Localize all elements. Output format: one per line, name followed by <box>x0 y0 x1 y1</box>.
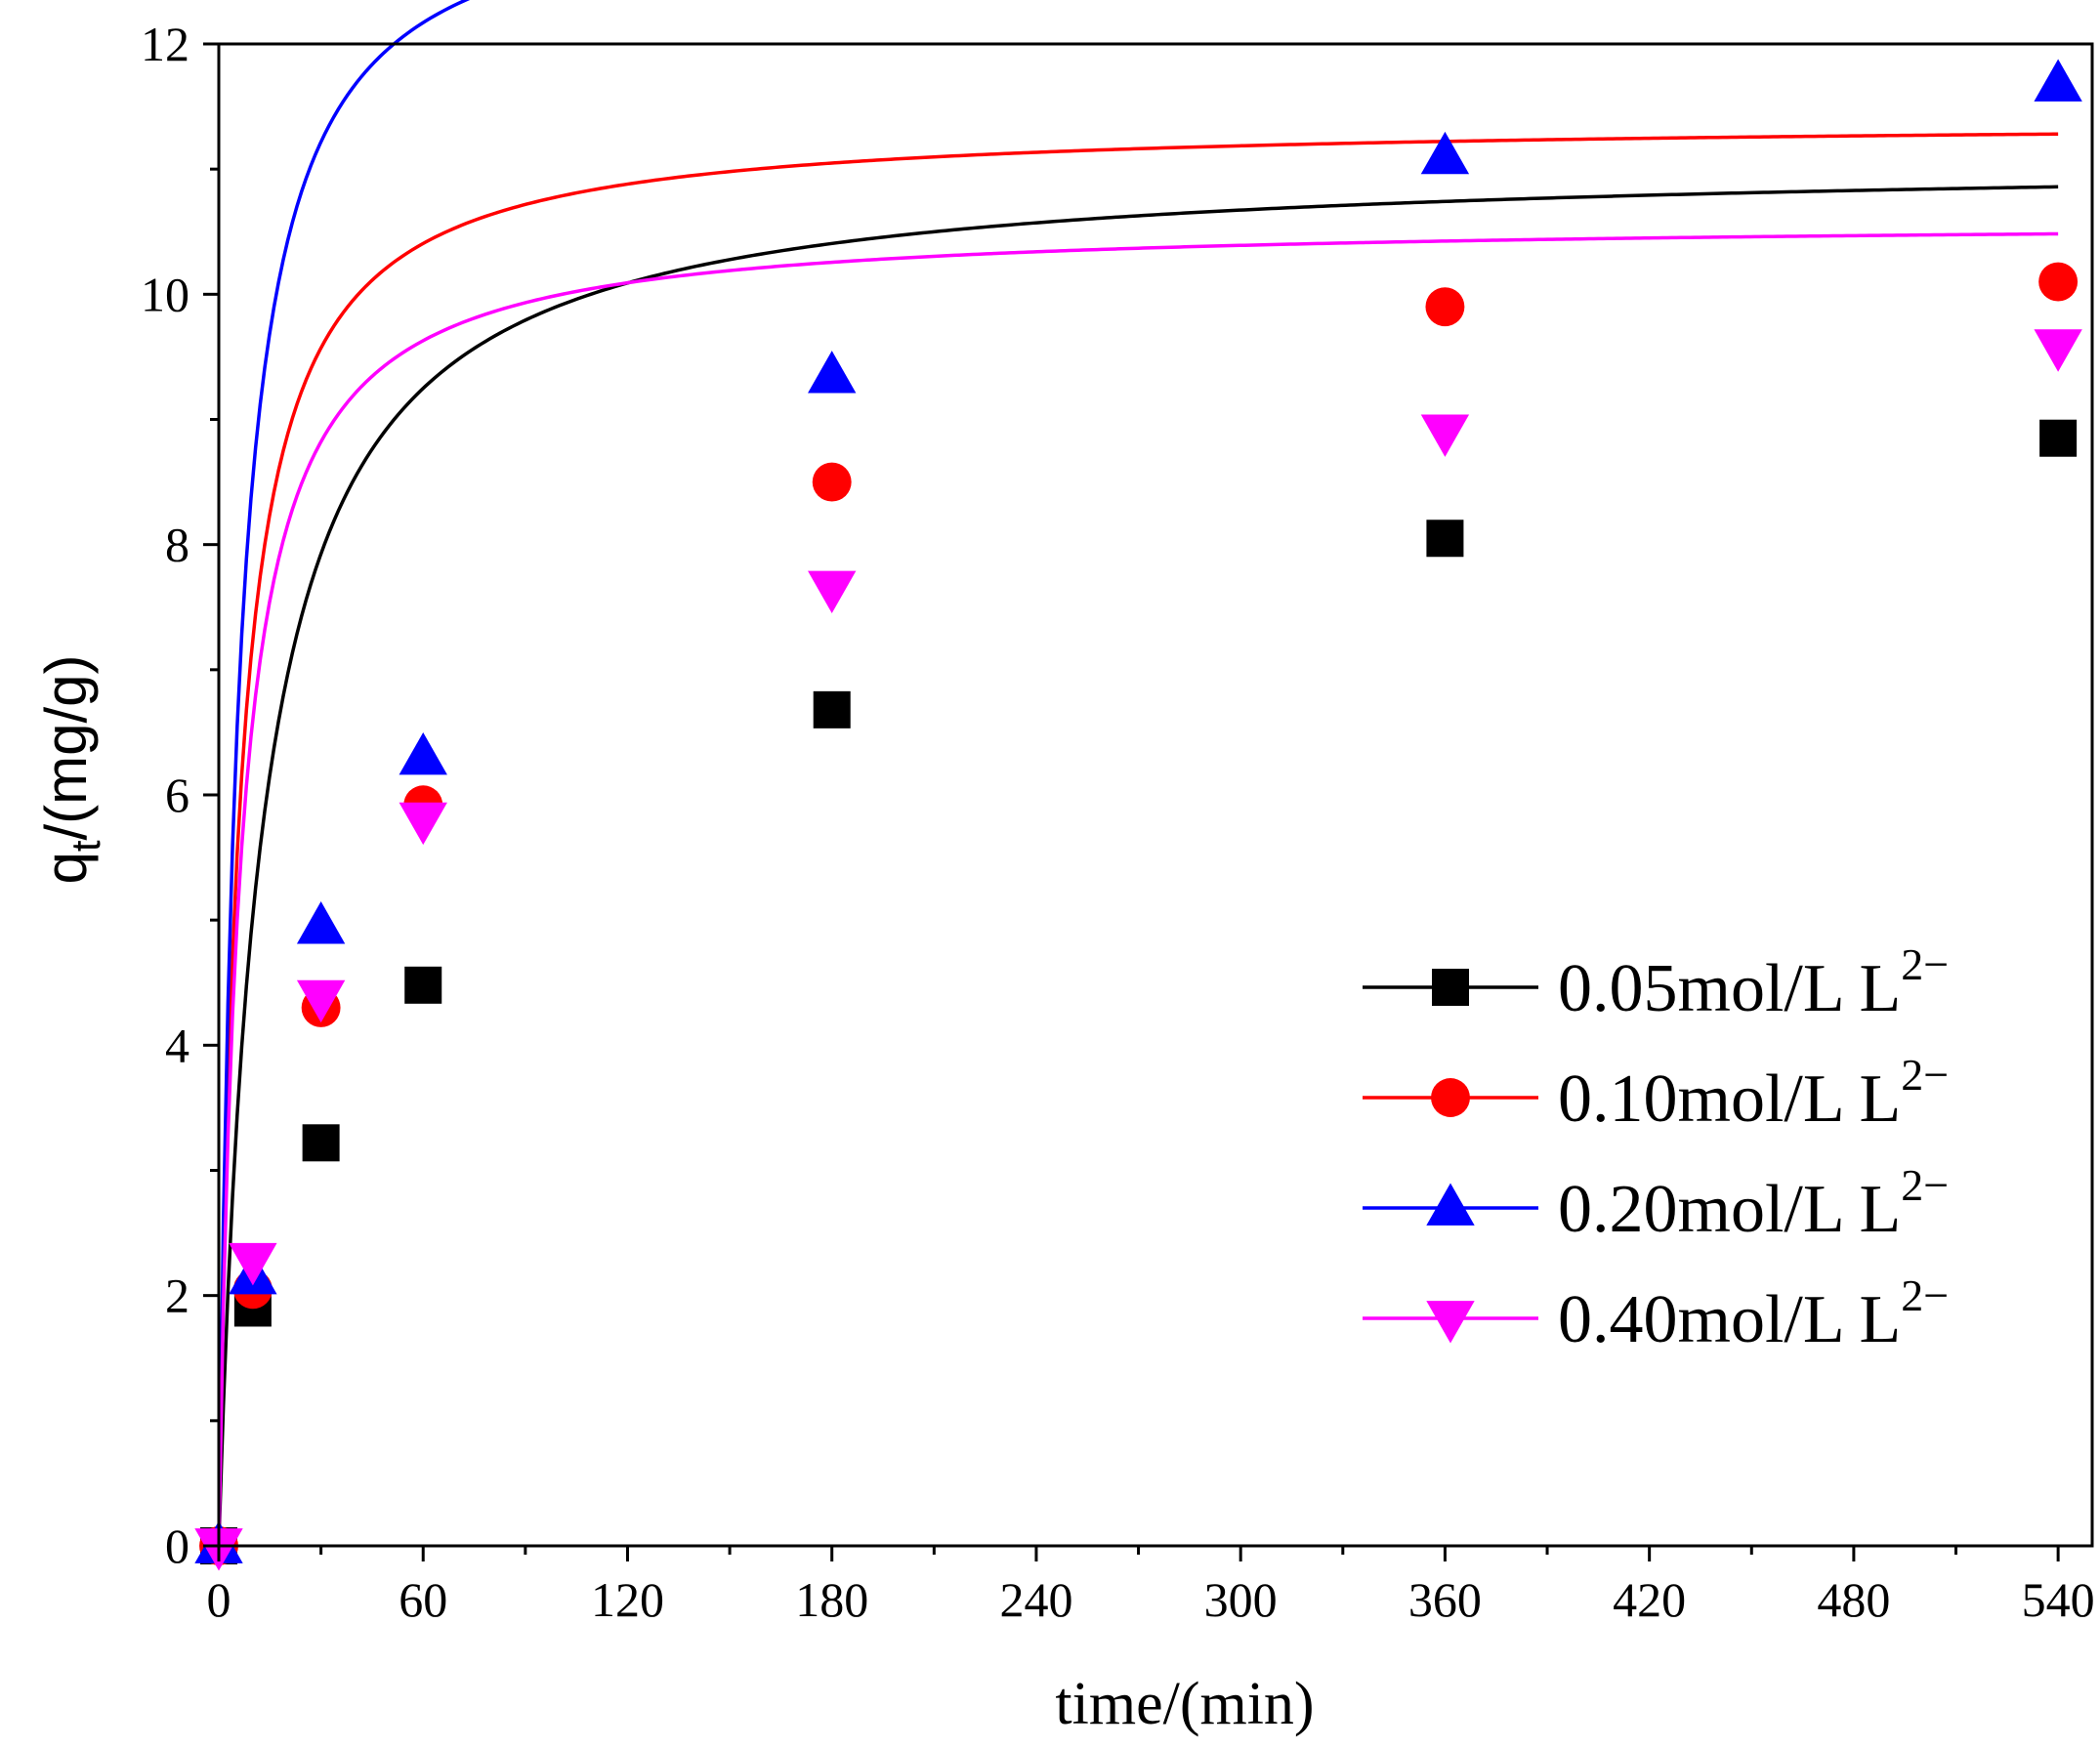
legend-label: 0.10mol/L L2− <box>1558 1050 1949 1137</box>
x-tick-label: 360 <box>1408 1572 1482 1627</box>
legend-label: 0.05mol/L L2− <box>1558 939 1949 1026</box>
legend-marker <box>1426 1301 1475 1344</box>
legend-marker <box>1431 1078 1470 1117</box>
x-tick-label: 0 <box>207 1572 231 1627</box>
y-tick-label: 0 <box>165 1519 189 1573</box>
x-tick-label: 180 <box>795 1572 868 1627</box>
data-point <box>1425 287 1465 327</box>
x-tick-label: 420 <box>1613 1572 1686 1627</box>
data-point <box>296 901 346 944</box>
legend-label-main: 0.20mol/L L <box>1558 1172 1901 1247</box>
legend-label-main: 0.40mol/L L <box>1558 1282 1901 1357</box>
legend-marker <box>1426 1183 1475 1226</box>
data-point <box>808 570 857 614</box>
data-point <box>2038 262 2079 302</box>
data-point <box>1420 131 1470 175</box>
y-axis-title-base: q <box>33 852 99 884</box>
data-point <box>296 979 346 1023</box>
legend-label: 0.20mol/L L2− <box>1558 1160 1949 1247</box>
y-tick-label: 10 <box>141 267 189 321</box>
x-axis-title: time/(min) <box>1055 1671 1314 1737</box>
data-point <box>812 462 852 502</box>
ticks: 0 60 120 180 240 300 360 420 480 540 0 2 4 6 8 10 12 <box>141 17 2095 1627</box>
data-point <box>2039 419 2078 457</box>
data-point <box>399 732 447 775</box>
fit-curve-1 <box>217 185 2059 1547</box>
legend-label-superscript: 2− <box>1901 1050 1949 1100</box>
y-tick-label: 6 <box>165 768 189 822</box>
y-tick-label: 8 <box>165 518 189 572</box>
data-point <box>2034 329 2082 372</box>
y-axis-title-subscript: t <box>63 840 108 852</box>
data-point <box>2034 59 2082 102</box>
x-tick-label: 480 <box>1817 1572 1890 1627</box>
legend-label-main: 0.05mol/L L <box>1558 951 1901 1026</box>
fit-curve-4 <box>217 231 2059 1547</box>
data-point <box>813 690 851 728</box>
data-point <box>399 802 447 846</box>
legend-marker <box>1432 969 1469 1006</box>
data-point <box>229 1242 277 1286</box>
legend-label-superscript: 2− <box>1901 1160 1949 1210</box>
y-tick-label: 2 <box>165 1269 189 1323</box>
data-point <box>302 1124 340 1162</box>
y-axis-title-rest: /(mg/g) <box>33 654 99 840</box>
x-tick-label: 300 <box>1204 1572 1278 1627</box>
legend: 0.05mol/L L2−0.10mol/L L2−0.20mol/L L2−0… <box>1363 939 1949 1357</box>
legend-label-superscript: 2− <box>1901 939 1949 989</box>
legend-label: 0.40mol/L L2− <box>1558 1270 1949 1357</box>
x-tick-label: 240 <box>999 1572 1072 1627</box>
legend-label-main: 0.10mol/L L <box>1558 1061 1901 1137</box>
data-point <box>808 351 857 394</box>
fit-curve-2 <box>217 132 2059 1547</box>
data-point <box>404 966 442 1004</box>
legend-label-superscript: 2− <box>1901 1270 1949 1320</box>
x-tick-label: 120 <box>591 1572 664 1627</box>
x-tick-label: 540 <box>2022 1572 2095 1627</box>
y-axis-title: qt/(mg/g) <box>33 654 108 884</box>
data-point <box>1420 414 1470 457</box>
y-tick-label: 12 <box>141 17 189 71</box>
x-tick-label: 60 <box>399 1572 447 1627</box>
data-point <box>1426 520 1464 558</box>
data-markers <box>194 59 2082 1571</box>
y-tick-label: 4 <box>165 1018 189 1072</box>
fit-curves <box>217 0 2059 1547</box>
